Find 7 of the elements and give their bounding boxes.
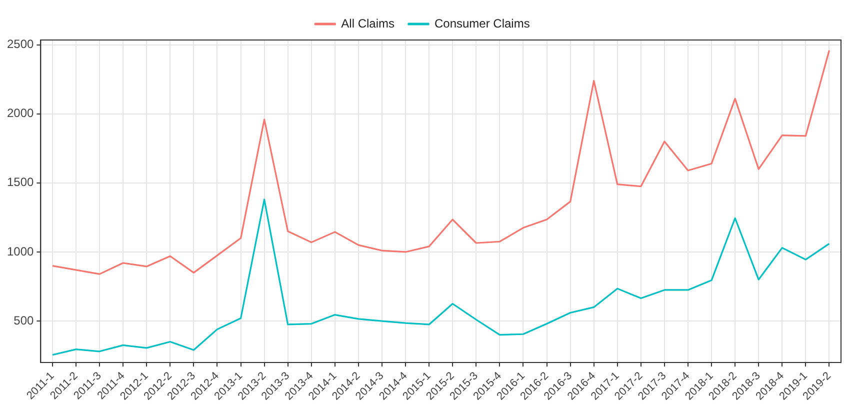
y-tick-label: 1000 xyxy=(6,244,34,258)
y-tick-label: 1500 xyxy=(6,175,34,190)
y-tick-label: 500 xyxy=(14,313,34,328)
legend-label: Consumer Claims xyxy=(434,16,530,30)
y-tick-label: 2500 xyxy=(6,37,34,52)
legend-label: All Claims xyxy=(341,16,394,30)
y-tick-label: 2000 xyxy=(6,106,34,120)
